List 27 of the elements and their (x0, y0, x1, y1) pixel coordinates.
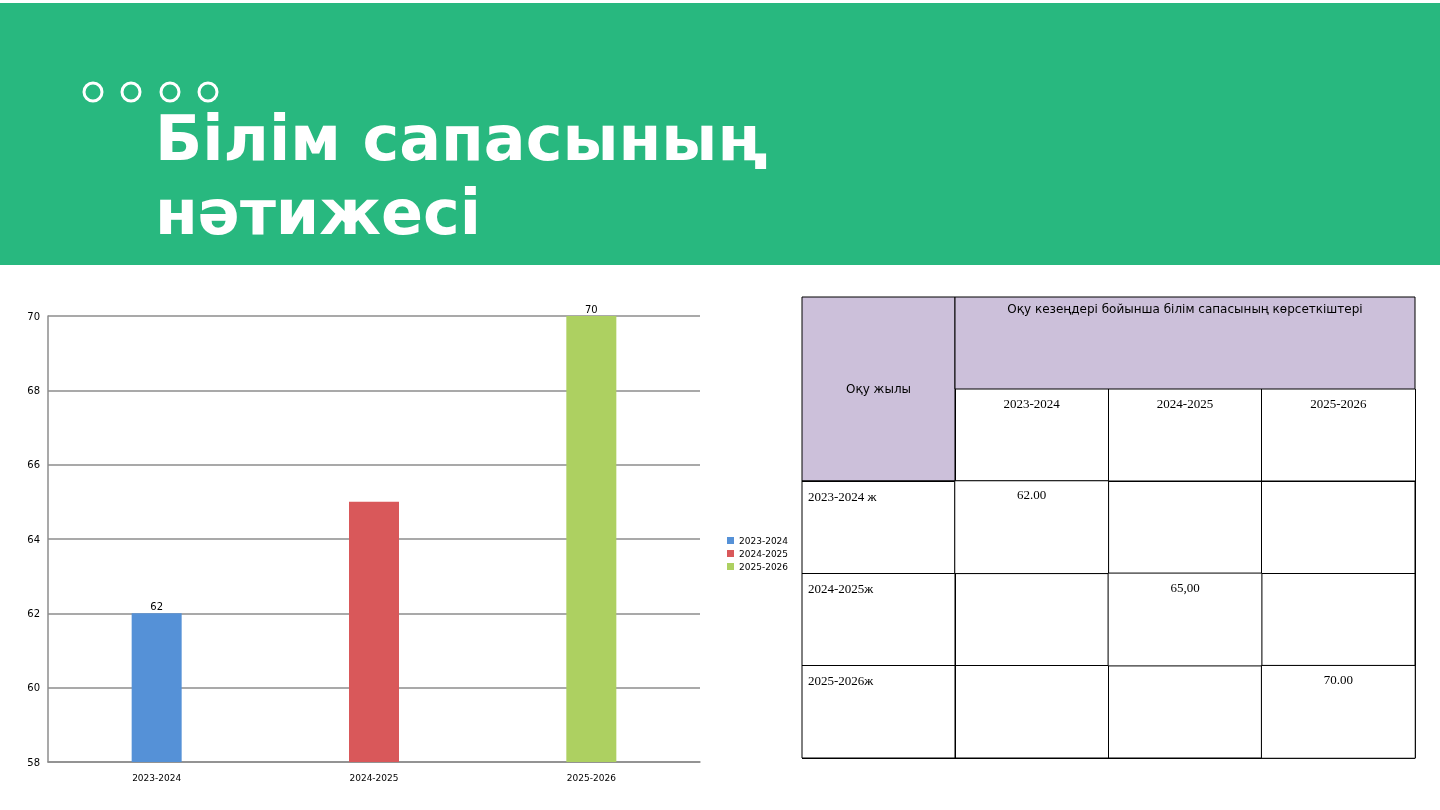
x-axis-title: Оқу кезеңдері бойынша білім сапасының көрсеткіштері (1007, 302, 1363, 316)
y-tick-label: 64 (27, 533, 40, 545)
y-tick-label: 62 (27, 607, 40, 619)
y-tick-label: 68 (27, 384, 40, 396)
y-tick-label: 66 (27, 459, 40, 471)
y-axis-title: Оқу жылы (845, 382, 912, 396)
chart-title: Білім сапасының нәтижесі (155, 101, 768, 249)
data-label: 70 (584, 303, 598, 315)
x-tick-label: 2024-2025 (1156, 396, 1214, 411)
x-tick-label: 2023-2024 (132, 772, 182, 783)
legend-label: 2025-2026 (739, 561, 789, 572)
x-tick-label: 2025-2026 (566, 772, 617, 783)
legend-label: 2023-2024 (739, 535, 789, 546)
y-tick-label: 58 (27, 756, 40, 768)
data-label: 62.00 (1017, 487, 1047, 503)
y-tick-label: 60 (27, 682, 40, 694)
x-tick-label: 2023-2024 (1003, 396, 1061, 411)
data-label: 62 (150, 600, 164, 612)
legend-label: 2024-2025 (739, 548, 789, 559)
y-tick-label: 2023-2024 ж (808, 488, 878, 504)
y-tick-label: 2025-2026ж (808, 673, 875, 689)
data-label: 65,00 (1170, 579, 1200, 595)
y-tick-label: 70 (27, 310, 40, 322)
x-tick-label: 2025-2026 (1310, 396, 1367, 411)
y-tick-label: 2024-2025ж (808, 581, 875, 596)
data-label: 70.00 (1323, 671, 1353, 687)
x-tick-label: 2024-2025 (349, 772, 399, 783)
